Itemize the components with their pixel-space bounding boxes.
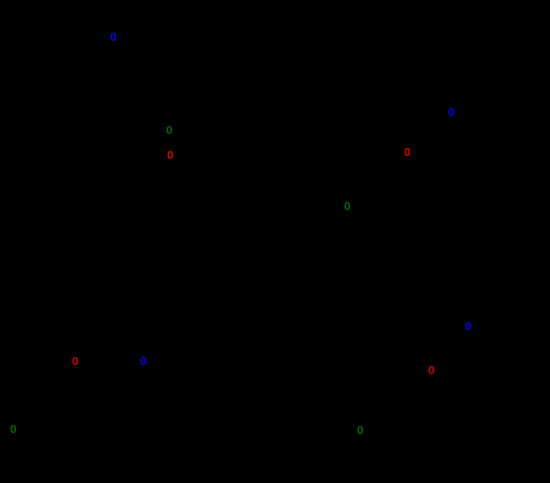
Text: O: O (109, 33, 117, 43)
Text: O: O (72, 357, 78, 367)
Text: O: O (404, 148, 410, 158)
Text: O: O (356, 426, 364, 436)
Text: O: O (140, 357, 146, 367)
Text: O: O (428, 366, 435, 376)
Text: O: O (166, 126, 172, 136)
Text: O: O (465, 322, 471, 332)
Text: O: O (167, 151, 173, 161)
Text: O: O (344, 202, 350, 212)
Text: O: O (448, 108, 454, 118)
Text: O: O (10, 425, 16, 435)
